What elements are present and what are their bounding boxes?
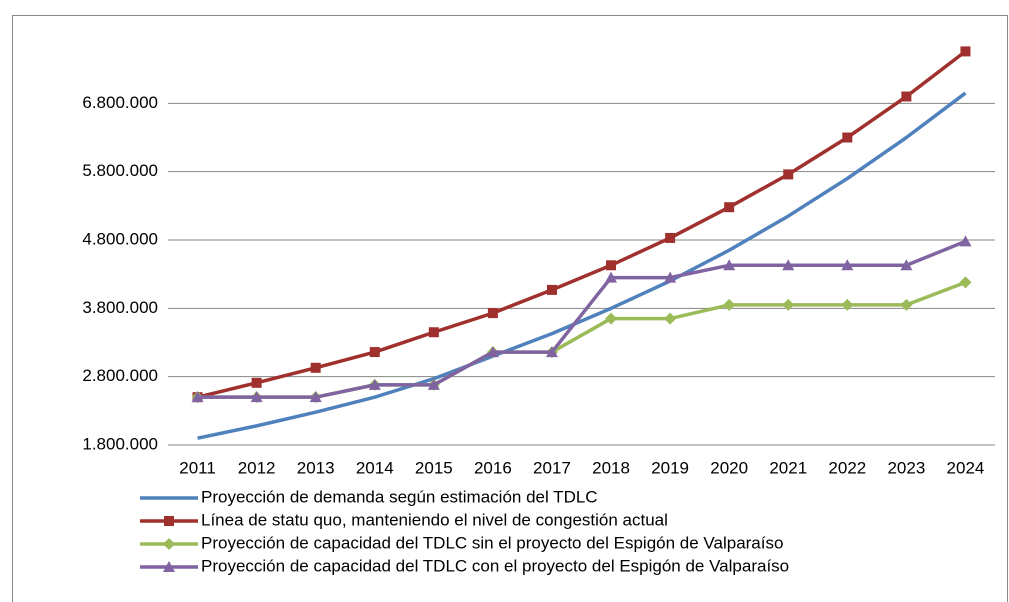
marker xyxy=(960,46,971,57)
y-tick-label: 1.800.000 xyxy=(82,434,158,453)
marker xyxy=(900,298,913,311)
marker xyxy=(310,362,321,373)
x-tick-label: 2017 xyxy=(533,458,571,477)
x-tick-label: 2018 xyxy=(592,458,630,477)
marker xyxy=(783,169,794,180)
y-tick-label: 2.800.000 xyxy=(82,366,158,385)
x-tick-label: 2020 xyxy=(710,458,748,477)
marker xyxy=(842,132,853,143)
legend-label: Línea de statu quo, manteniendo el nivel… xyxy=(201,510,668,529)
marker xyxy=(724,202,735,213)
x-tick-label: 2014 xyxy=(356,458,394,477)
marker xyxy=(546,284,557,295)
y-tick-label: 4.800.000 xyxy=(82,229,158,248)
marker xyxy=(428,327,439,338)
legend-label: Proyección de capacidad del TDLC sin el … xyxy=(201,533,783,552)
marker xyxy=(163,561,175,572)
marker xyxy=(723,298,736,311)
series-line xyxy=(197,50,967,399)
marker xyxy=(427,378,440,390)
series-line xyxy=(197,239,967,399)
marker xyxy=(487,308,498,319)
y-tick-label: 6.800.000 xyxy=(82,93,158,112)
y-tick-label: 3.800.000 xyxy=(82,298,158,317)
marker xyxy=(664,271,677,283)
marker xyxy=(191,391,204,403)
y-tick-label: 5.800.000 xyxy=(82,161,158,180)
marker xyxy=(251,377,262,388)
marker xyxy=(841,298,854,311)
marker xyxy=(164,516,174,526)
x-tick-label: 2022 xyxy=(828,458,866,477)
marker xyxy=(665,232,676,243)
x-tick-label: 2019 xyxy=(651,458,689,477)
marker xyxy=(605,312,618,325)
x-tick-label: 2013 xyxy=(297,458,335,477)
x-tick-label: 2012 xyxy=(238,458,276,477)
marker xyxy=(782,298,795,311)
marker xyxy=(163,538,175,550)
marker xyxy=(368,378,381,390)
x-tick-label: 2024 xyxy=(947,458,985,477)
marker xyxy=(959,235,972,247)
x-tick-label: 2021 xyxy=(769,458,807,477)
marker xyxy=(605,271,618,283)
marker xyxy=(782,259,795,271)
marker xyxy=(250,391,263,403)
marker xyxy=(369,347,380,358)
legend-label: Proyección de demanda según estimación d… xyxy=(201,487,598,506)
marker xyxy=(723,259,736,271)
marker xyxy=(606,260,617,271)
marker xyxy=(841,259,854,271)
marker xyxy=(959,276,972,289)
marker xyxy=(486,346,499,358)
legend-label: Proyección de capacidad del TDLC con el … xyxy=(201,556,789,575)
x-tick-label: 2011 xyxy=(179,458,216,477)
marker xyxy=(900,259,913,271)
x-tick-label: 2016 xyxy=(474,458,512,477)
marker xyxy=(901,91,912,102)
marker xyxy=(309,391,322,403)
x-tick-label: 2015 xyxy=(415,458,453,477)
series-line xyxy=(197,91,967,440)
marker xyxy=(664,312,677,325)
marker xyxy=(545,346,558,358)
x-tick-label: 2023 xyxy=(887,458,925,477)
